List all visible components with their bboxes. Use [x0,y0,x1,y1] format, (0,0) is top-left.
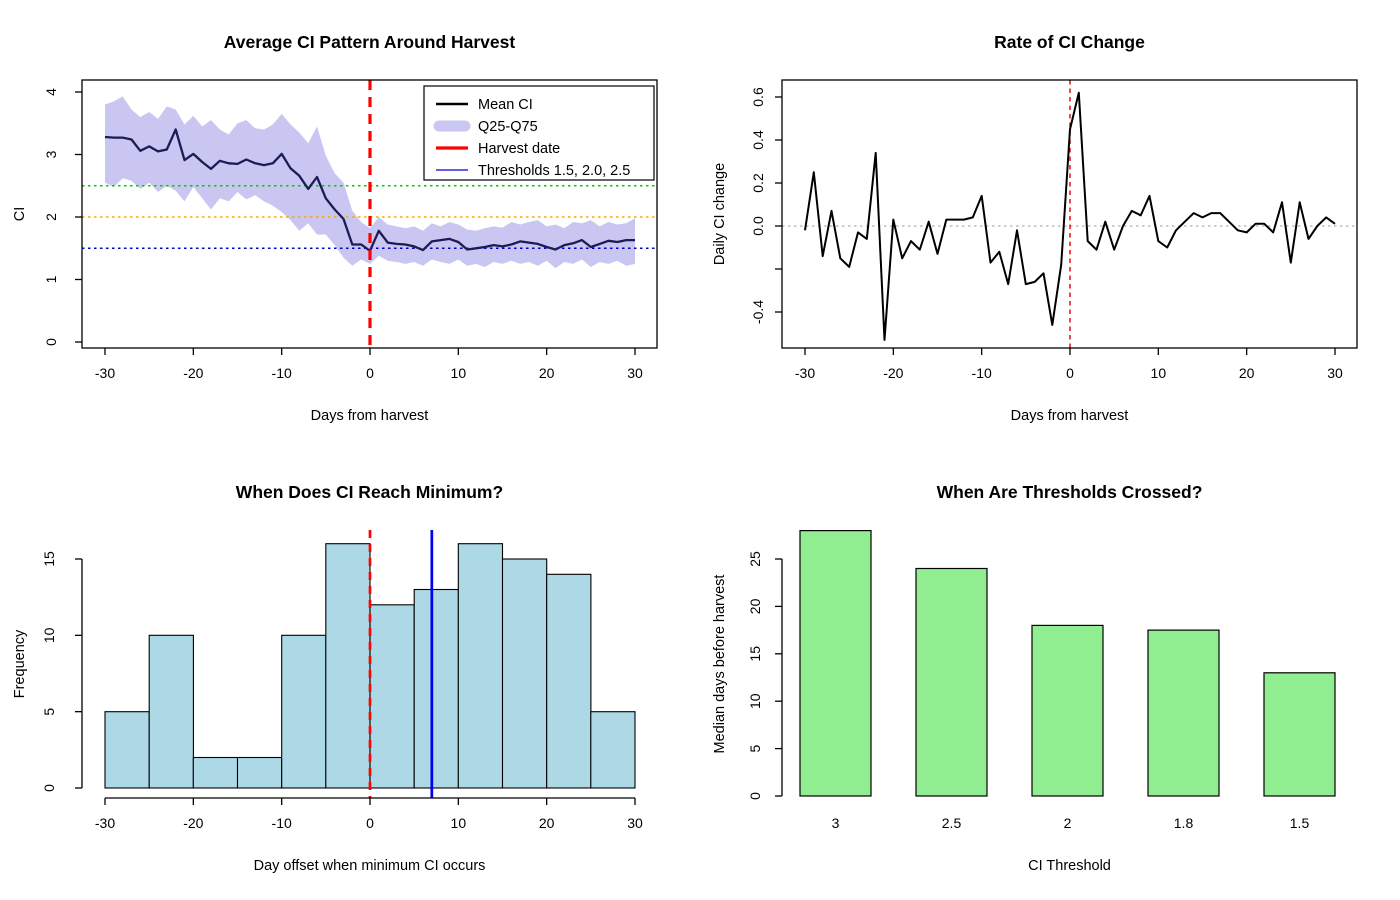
bar [799,529,872,797]
legend-item-label: Q25-Q75 [478,119,538,135]
x-tick-label: -30 [95,815,115,831]
y-tick-label: 4 [43,88,59,96]
axis-title-y: CI [12,207,28,222]
panel-avg-ci-pattern: -30 -20 -10 0 10 20 30 0 1 2 3 4 Mean CI Q25-Q75 Harve… [12,32,658,424]
legend-item-label: Mean CI [478,97,533,113]
legend-box [423,85,655,181]
y-tick-label: 20 [747,598,763,614]
bar [1147,629,1220,797]
y-tick-label: -0.4 [750,300,766,324]
panel-threshold-crossing: 0 5 10 15 20 25 3 2.5 2 1.8 1.5 When Are Thresholds… [712,482,1336,874]
x-tick-label: 10 [451,365,467,381]
axis-title-y: Daily CI change [712,163,728,265]
x-tick-label: -30 [795,365,815,381]
axis-title-x: Day offset when minimum CI occurs [254,858,486,874]
y-tick-label: 0.2 [750,173,766,193]
y-tick-label: 0.6 [750,87,766,107]
bar-label: 1.5 [1290,815,1310,831]
histogram-bar [501,558,548,789]
bar-label: 2.5 [942,815,962,831]
y-tick-label: 5 [747,744,763,752]
histogram-bar [546,573,592,789]
legend-item-label: Harvest date [478,141,560,157]
y-tick-label: 1 [43,275,59,283]
x-tick-label: 0 [366,815,374,831]
x-tick-label: -20 [183,815,203,831]
x-tick-label: -10 [972,365,992,381]
x-tick-label: -10 [272,815,292,831]
x-tick-label: 30 [1327,365,1343,381]
panel-rate-of-ci-change: -30 -20 -10 0 10 20 30 0.6 0.4 0.2 0.0 -0.4 Rate of … [712,32,1358,424]
histogram-bar [413,588,459,789]
x-tick-label: -10 [272,365,292,381]
x-tick-label: -30 [95,365,115,381]
y-tick-label: 0 [747,792,763,800]
y-tick-label: 5 [41,708,57,716]
chart-title: When Are Thresholds Crossed? [937,482,1203,502]
x-tick-label: 0 [1066,365,1074,381]
histogram-bar [325,543,371,789]
legend-item-label: Thresholds 1.5, 2.0, 2.5 [478,163,630,179]
x-tick-label: 30 [627,365,643,381]
y-tick-label: 0.4 [750,130,766,150]
histogram-bar [192,756,239,789]
bar [1263,672,1336,797]
histogram-bar [457,543,504,789]
bar [915,567,988,797]
histogram-bar [148,634,194,789]
axis-title-x: Days from harvest [1011,408,1129,424]
y-tick-label: 0 [41,784,57,792]
axis-title-x: CI Threshold [1028,858,1111,874]
y-tick-label: 0.0 [750,216,766,236]
legend: Mean CI Q25-Q75 Harvest date Thresholds 1.5… [423,85,655,181]
y-tick-label: 25 [747,551,763,567]
histogram-bar [590,711,636,789]
y-tick-label: 0 [43,338,59,346]
x-tick-label: -20 [883,365,903,381]
q25-q75-ribbon [105,96,635,269]
axis-title-y: Frequency [12,629,28,698]
y-tick-label: 3 [43,150,59,158]
histogram-bar [369,604,415,789]
bar-label: 3 [832,815,840,831]
panel-min-ci-histogram: -30 -20 -10 0 10 20 30 0 5 10 15 When Does CI Reach… [12,482,643,874]
x-tick-label: 20 [539,815,555,831]
x-tick-label: 20 [539,365,555,381]
x-tick-label: -20 [183,365,203,381]
bar-label: 1.8 [1174,815,1194,831]
y-tick-label: 15 [41,551,57,567]
y-tick-label: 2 [43,213,59,221]
rate-line [804,91,1336,341]
chart-title: Rate of CI Change [994,32,1145,52]
y-tick-label: 10 [747,693,763,709]
histogram-bar [281,634,327,789]
axis-title-x: Days from harvest [311,408,429,424]
x-tick-label: 30 [627,815,643,831]
x-tick-label: 20 [1239,365,1255,381]
histogram-bar [104,711,150,789]
chart-title: When Does CI Reach Minimum? [236,482,503,502]
y-tick-label: 10 [41,627,57,643]
histogram-bar [236,756,283,789]
plot-box [781,79,1358,349]
x-tick-label: 10 [1151,365,1167,381]
y-tick-label: 15 [747,646,763,662]
chart-title: Average CI Pattern Around Harvest [224,32,516,52]
bar-label: 2 [1064,815,1072,831]
x-tick-label: 10 [451,815,467,831]
axis-title-y: Median days before harvest [712,575,728,754]
bar [1031,624,1104,797]
x-tick-label: 0 [366,365,374,381]
